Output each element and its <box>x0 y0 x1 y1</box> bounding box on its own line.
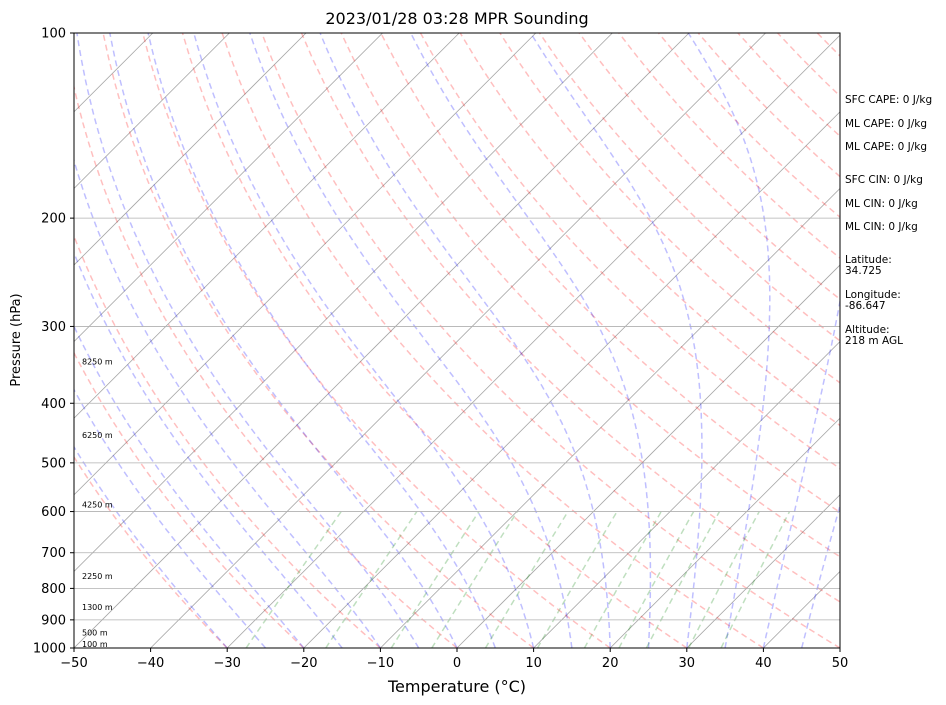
height-label: 500 m <box>82 628 108 637</box>
isotherm-line <box>74 33 537 496</box>
y-tick-label: 400 <box>41 397 66 412</box>
y-tick-label: 300 <box>41 320 66 335</box>
mixing-ratio-line <box>688 511 760 648</box>
height-label: 4250 m <box>82 500 113 509</box>
y-tick-label: 600 <box>41 505 66 520</box>
y-tick-label: 1000 <box>33 642 66 657</box>
altitude-label: Altitude: <box>845 324 890 336</box>
moist-adiabat-line <box>74 445 228 648</box>
dry-adiabat-line <box>578 33 840 301</box>
isotherm-line <box>74 33 460 419</box>
stat-ml-cape: ML CAPE: 0 J/kg <box>845 118 928 130</box>
moist-adiabat-line <box>74 157 382 648</box>
stat-ml-cin-2: ML CIN: 0 J/kg <box>845 221 918 233</box>
moist-adiabat-line <box>76 33 420 648</box>
longitude-label: Longitude: <box>845 289 901 301</box>
isotherm-line <box>456 264 840 648</box>
moist-adiabat-line <box>193 33 535 648</box>
moist-adiabat-line <box>74 388 267 648</box>
mixing-ratio-line <box>484 511 569 648</box>
moist-adiabat-line <box>687 33 771 648</box>
isotherm-line <box>609 417 840 648</box>
dry-adiabat-line <box>181 33 688 648</box>
height-label: 100 m <box>82 640 108 649</box>
dry-adiabat-line <box>142 33 611 648</box>
x-tick-label: −40 <box>137 656 164 671</box>
y-axis-ticks: 100 200 300 400 500 600 700 800 900 1000 <box>33 27 74 657</box>
altitude-value: 218 m AGL <box>845 335 903 347</box>
height-label: 6250 m <box>82 431 113 440</box>
dry-adiabat-line <box>102 33 535 648</box>
x-tick-label: 40 <box>755 656 772 671</box>
dry-adiabat-line <box>74 351 305 648</box>
x-tick-label: 0 <box>453 656 461 671</box>
isotherm-line <box>74 33 383 343</box>
longitude-value: -86.647 <box>845 300 886 312</box>
dry-adiabat-line <box>74 83 458 648</box>
moist-adiabat-line <box>74 250 343 648</box>
isotherm-line <box>226 34 840 648</box>
mixing-ratio-line <box>583 511 662 648</box>
y-axis-label: Pressure (hPa) <box>9 293 24 386</box>
moist-adiabat-line <box>410 33 652 648</box>
isotherm-line <box>74 33 690 648</box>
isotherm-line <box>686 494 840 648</box>
background-lines <box>74 33 840 648</box>
y-tick-label: 900 <box>41 613 66 628</box>
y-tick-label: 200 <box>41 212 66 227</box>
isotherm-line <box>303 111 840 648</box>
stat-ml-cin: ML CIN: 0 J/kg <box>845 198 918 210</box>
stat-sfc-cape: SFC CAPE: 0 J/kg <box>845 94 933 106</box>
x-tick-label: 20 <box>602 656 619 671</box>
y-tick-label: 700 <box>41 546 66 561</box>
x-tick-label: 50 <box>832 656 849 671</box>
mixing-ratio-line <box>618 511 695 648</box>
isotherm-line <box>150 33 766 648</box>
x-tick-label: −50 <box>60 656 87 671</box>
height-label: 2250 m <box>82 572 113 581</box>
stat-sfc-cin: SFC CIN: 0 J/kg <box>845 174 923 186</box>
moist-adiabat-line <box>800 502 840 648</box>
moist-adiabat-line <box>147 33 496 648</box>
y-tick-label: 800 <box>41 582 66 597</box>
dry-adiabat-line <box>74 234 381 648</box>
dry-adiabat-line <box>261 33 840 648</box>
moist-adiabat-line <box>249 33 573 648</box>
moist-adiabat-line <box>762 297 840 648</box>
height-label: 8250 m <box>82 357 113 366</box>
chart-title: 2023/01/28 03:28 MPR Sounding <box>325 9 588 28</box>
y-tick-label: 100 <box>41 27 66 42</box>
mixing-ratio-line <box>536 511 618 648</box>
x-tick-label: −30 <box>213 656 240 671</box>
moist-adiabat-line <box>529 33 703 648</box>
stat-ml-cape-2: ML CAPE: 0 J/kg <box>845 141 928 153</box>
x-tick-label: 30 <box>679 656 696 671</box>
isotherm-line <box>74 33 307 266</box>
moist-adiabat-line <box>319 33 611 648</box>
x-axis-ticks: −50 −40 −30 −20 −10 0 10 20 30 40 50 <box>60 648 848 671</box>
x-tick-label: −20 <box>290 656 317 671</box>
x-axis-label: Temperature (°C) <box>387 677 526 696</box>
isotherm-line <box>74 33 613 572</box>
mixing-ratio-line <box>645 511 721 648</box>
x-tick-label: 10 <box>525 656 542 671</box>
x-tick-label: −10 <box>367 656 394 671</box>
isotherm-line <box>380 187 840 648</box>
latitude-value: 34.725 <box>845 265 882 277</box>
mixing-ratio-line <box>720 511 791 648</box>
y-tick-label: 500 <box>41 456 66 471</box>
height-labels: 100 m 500 m 1300 m 2250 m 4250 m 6250 m 8250 m <box>82 357 113 649</box>
isotherm-line <box>74 33 230 189</box>
latitude-label: Latitude: <box>845 254 892 266</box>
moist-adiabat-line <box>109 33 458 648</box>
height-label: 1300 m <box>82 603 113 612</box>
isotherm-line <box>533 341 840 648</box>
